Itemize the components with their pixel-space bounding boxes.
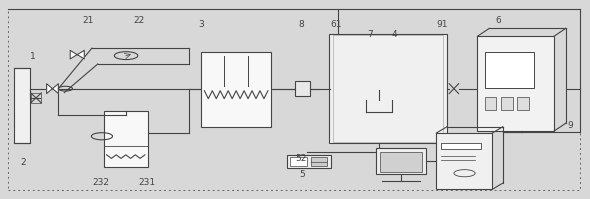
Bar xyxy=(501,97,513,110)
Bar xyxy=(14,68,30,143)
Text: 231: 231 xyxy=(138,178,155,187)
Bar xyxy=(295,81,310,96)
Bar xyxy=(201,52,271,127)
Bar xyxy=(484,52,535,88)
Polygon shape xyxy=(77,50,84,59)
Text: 7: 7 xyxy=(368,30,373,39)
Bar xyxy=(477,36,554,131)
Text: 3: 3 xyxy=(198,20,204,29)
Bar xyxy=(333,35,443,142)
Bar xyxy=(290,157,307,166)
Bar xyxy=(381,152,422,172)
Bar xyxy=(329,34,447,143)
Text: 91: 91 xyxy=(437,20,448,29)
Bar xyxy=(104,111,148,167)
Text: 22: 22 xyxy=(133,16,145,25)
Bar xyxy=(517,97,529,110)
Bar xyxy=(31,93,41,103)
Bar xyxy=(436,133,492,189)
Text: 232: 232 xyxy=(92,178,109,187)
Text: 61: 61 xyxy=(330,20,342,29)
Bar xyxy=(441,143,481,149)
Text: 21: 21 xyxy=(82,16,93,25)
Text: 1: 1 xyxy=(30,52,36,60)
Text: 9: 9 xyxy=(568,121,573,130)
Text: 4: 4 xyxy=(391,30,396,39)
Bar xyxy=(287,155,331,168)
Bar xyxy=(376,148,426,174)
Bar xyxy=(312,161,327,166)
Polygon shape xyxy=(47,84,53,94)
Bar xyxy=(484,97,496,110)
Text: 2: 2 xyxy=(20,158,26,167)
Text: 8: 8 xyxy=(298,20,304,29)
Text: 6: 6 xyxy=(495,16,501,25)
Bar xyxy=(312,157,327,162)
Text: 5: 5 xyxy=(299,170,305,179)
Text: 52: 52 xyxy=(295,154,307,163)
Polygon shape xyxy=(53,84,58,94)
Polygon shape xyxy=(70,50,77,59)
